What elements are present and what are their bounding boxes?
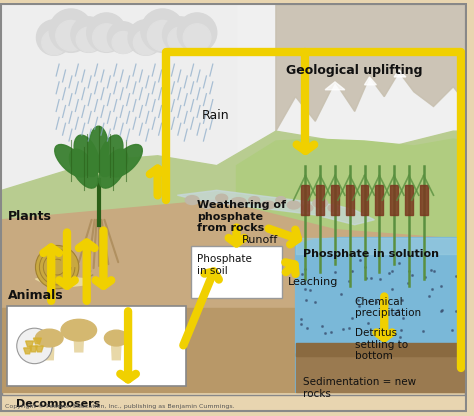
Ellipse shape [55, 144, 87, 177]
Text: Geological uplifting: Geological uplifting [286, 64, 422, 77]
Text: Copyright © Pearson Education, Inc., publishing as Benjamin Cummings.: Copyright © Pearson Education, Inc., pub… [5, 404, 235, 409]
Circle shape [42, 30, 67, 55]
Circle shape [133, 30, 158, 55]
Text: Rain: Rain [202, 109, 229, 122]
Text: Weathering of
phosphate
from rocks: Weathering of phosphate from rocks [197, 200, 286, 233]
Polygon shape [29, 346, 37, 352]
Circle shape [147, 20, 178, 51]
Polygon shape [301, 186, 310, 215]
Polygon shape [365, 77, 376, 85]
Polygon shape [2, 131, 465, 220]
Polygon shape [276, 5, 465, 131]
Polygon shape [2, 200, 465, 392]
Polygon shape [177, 190, 374, 225]
Polygon shape [296, 238, 465, 254]
Circle shape [92, 24, 120, 51]
Polygon shape [2, 309, 465, 392]
Text: Plants: Plants [8, 210, 52, 223]
Circle shape [71, 17, 106, 52]
Text: Animals: Animals [8, 289, 64, 302]
Polygon shape [36, 346, 43, 352]
Ellipse shape [249, 197, 260, 203]
Ellipse shape [89, 126, 109, 171]
Ellipse shape [216, 194, 228, 202]
Polygon shape [394, 70, 406, 77]
Ellipse shape [287, 201, 300, 209]
Circle shape [141, 9, 184, 52]
Ellipse shape [98, 135, 123, 176]
Polygon shape [296, 353, 465, 392]
Polygon shape [45, 338, 54, 360]
Polygon shape [296, 238, 465, 392]
Circle shape [17, 328, 52, 364]
Circle shape [76, 27, 101, 52]
Circle shape [128, 20, 164, 55]
Polygon shape [34, 338, 41, 344]
Polygon shape [2, 5, 465, 200]
Polygon shape [346, 186, 354, 215]
Ellipse shape [328, 205, 338, 211]
Ellipse shape [276, 197, 286, 203]
Circle shape [183, 24, 211, 51]
Polygon shape [405, 186, 413, 215]
Polygon shape [325, 82, 345, 90]
Circle shape [112, 32, 134, 54]
Circle shape [56, 20, 86, 51]
Ellipse shape [61, 319, 97, 341]
Ellipse shape [202, 202, 212, 208]
Ellipse shape [69, 149, 98, 188]
Text: Runoff: Runoff [241, 235, 278, 245]
FancyBboxPatch shape [7, 305, 186, 386]
Circle shape [36, 20, 72, 55]
Text: Leaching: Leaching [288, 277, 338, 287]
Polygon shape [296, 343, 465, 356]
FancyBboxPatch shape [2, 5, 465, 395]
FancyBboxPatch shape [191, 246, 282, 298]
Polygon shape [36, 277, 87, 287]
Ellipse shape [99, 149, 128, 188]
Circle shape [36, 245, 79, 289]
Text: Phosphate in solution: Phosphate in solution [303, 249, 439, 260]
Ellipse shape [74, 135, 99, 176]
Polygon shape [419, 186, 428, 215]
Ellipse shape [36, 329, 63, 347]
Text: Sedimentation = new
rocks: Sedimentation = new rocks [303, 377, 417, 399]
Ellipse shape [230, 198, 246, 206]
Ellipse shape [261, 201, 275, 209]
Polygon shape [390, 186, 398, 215]
Circle shape [87, 13, 126, 52]
Ellipse shape [185, 196, 199, 205]
Text: Decomposers: Decomposers [16, 399, 100, 409]
Ellipse shape [302, 205, 313, 211]
Circle shape [49, 9, 92, 52]
Polygon shape [26, 341, 34, 347]
Text: Detritus
settling to
bottom: Detritus settling to bottom [355, 328, 408, 362]
Ellipse shape [104, 330, 128, 346]
Polygon shape [375, 186, 383, 215]
Polygon shape [237, 139, 465, 279]
Circle shape [177, 13, 217, 52]
Polygon shape [24, 348, 32, 354]
Text: Phosphate
in soil: Phosphate in soil [197, 254, 252, 276]
Polygon shape [2, 5, 237, 190]
Polygon shape [316, 186, 324, 215]
Text: Chemical
precipitation: Chemical precipitation [355, 297, 421, 318]
Circle shape [168, 27, 193, 52]
Ellipse shape [313, 199, 328, 208]
Circle shape [163, 17, 198, 52]
Polygon shape [331, 186, 339, 215]
Polygon shape [361, 186, 368, 215]
Ellipse shape [110, 144, 142, 177]
Polygon shape [74, 330, 84, 352]
Polygon shape [111, 338, 121, 360]
Circle shape [108, 22, 139, 53]
